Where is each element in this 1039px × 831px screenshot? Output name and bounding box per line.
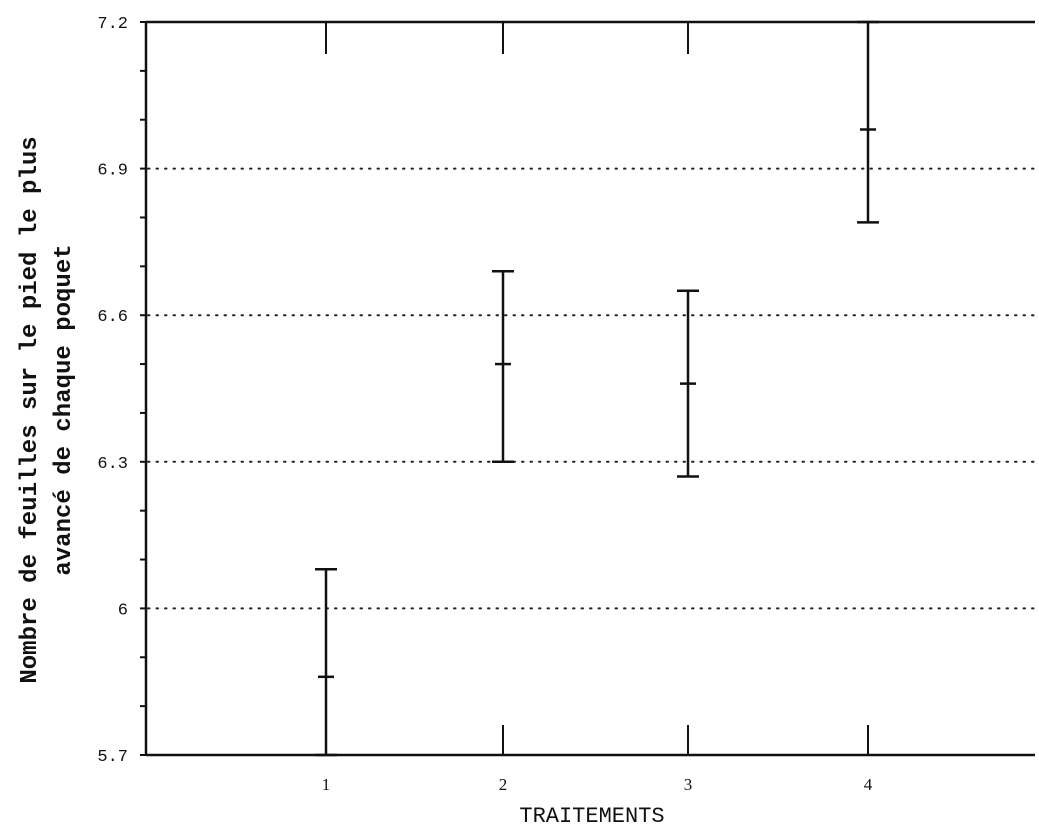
x-tick-label-0: 1: [322, 775, 331, 794]
y-tick-label-1: 6: [118, 601, 128, 620]
y-axis-title: Nombre de feuilles sur le pied le plus a…: [17, 136, 78, 683]
grid-lines: [147, 167, 1036, 610]
y-tick-label-4: 6.9: [97, 162, 128, 181]
x-tick-label-1: 2: [499, 775, 508, 794]
x-axis-title: TRAITEMENTS: [519, 804, 664, 829]
x-ticks: 1 2 3 4: [322, 22, 873, 794]
y-tick-label-0: 5.7: [97, 748, 128, 767]
y-tick-label-5: 7.2: [97, 15, 128, 34]
x-tick-label-3: 4: [864, 775, 873, 794]
y-ticks: 5.7 6 6.3 6.6 6.9 7.2: [97, 15, 146, 767]
axes: [144, 20, 1035, 757]
y-tick-label-3: 6.6: [97, 308, 128, 327]
y-axis-title-line-1: Nombre de feuilles sur le pied le plus: [17, 136, 44, 683]
error-bars: [315, 20, 879, 757]
y-axis-title-line-2: avancé de chaque poquet: [51, 244, 78, 575]
x-tick-label-2: 3: [684, 775, 693, 794]
y-tick-label-2: 6.3: [97, 455, 128, 474]
